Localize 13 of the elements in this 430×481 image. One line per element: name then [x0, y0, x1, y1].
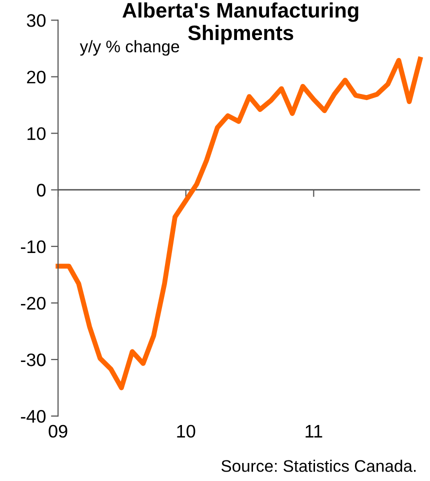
x-tick-label: 11: [306, 425, 322, 438]
source-note: Source: Statistics Canada.: [221, 460, 416, 472]
y-tick-label: -30: [20, 353, 46, 366]
y-tick-label: 20: [27, 70, 46, 84]
y-tick-label: -40: [20, 410, 46, 423]
y-tick-label: 10: [28, 127, 46, 140]
y-tick-label: -10: [20, 240, 46, 254]
y-tick-label: 30: [26, 14, 46, 27]
line-series: [56, 56, 423, 390]
y-tick-label: 0: [36, 184, 46, 197]
y-tick-label: -20: [20, 296, 46, 310]
x-tick-label: 09: [48, 424, 68, 438]
x-tick-label: 10: [177, 424, 196, 438]
